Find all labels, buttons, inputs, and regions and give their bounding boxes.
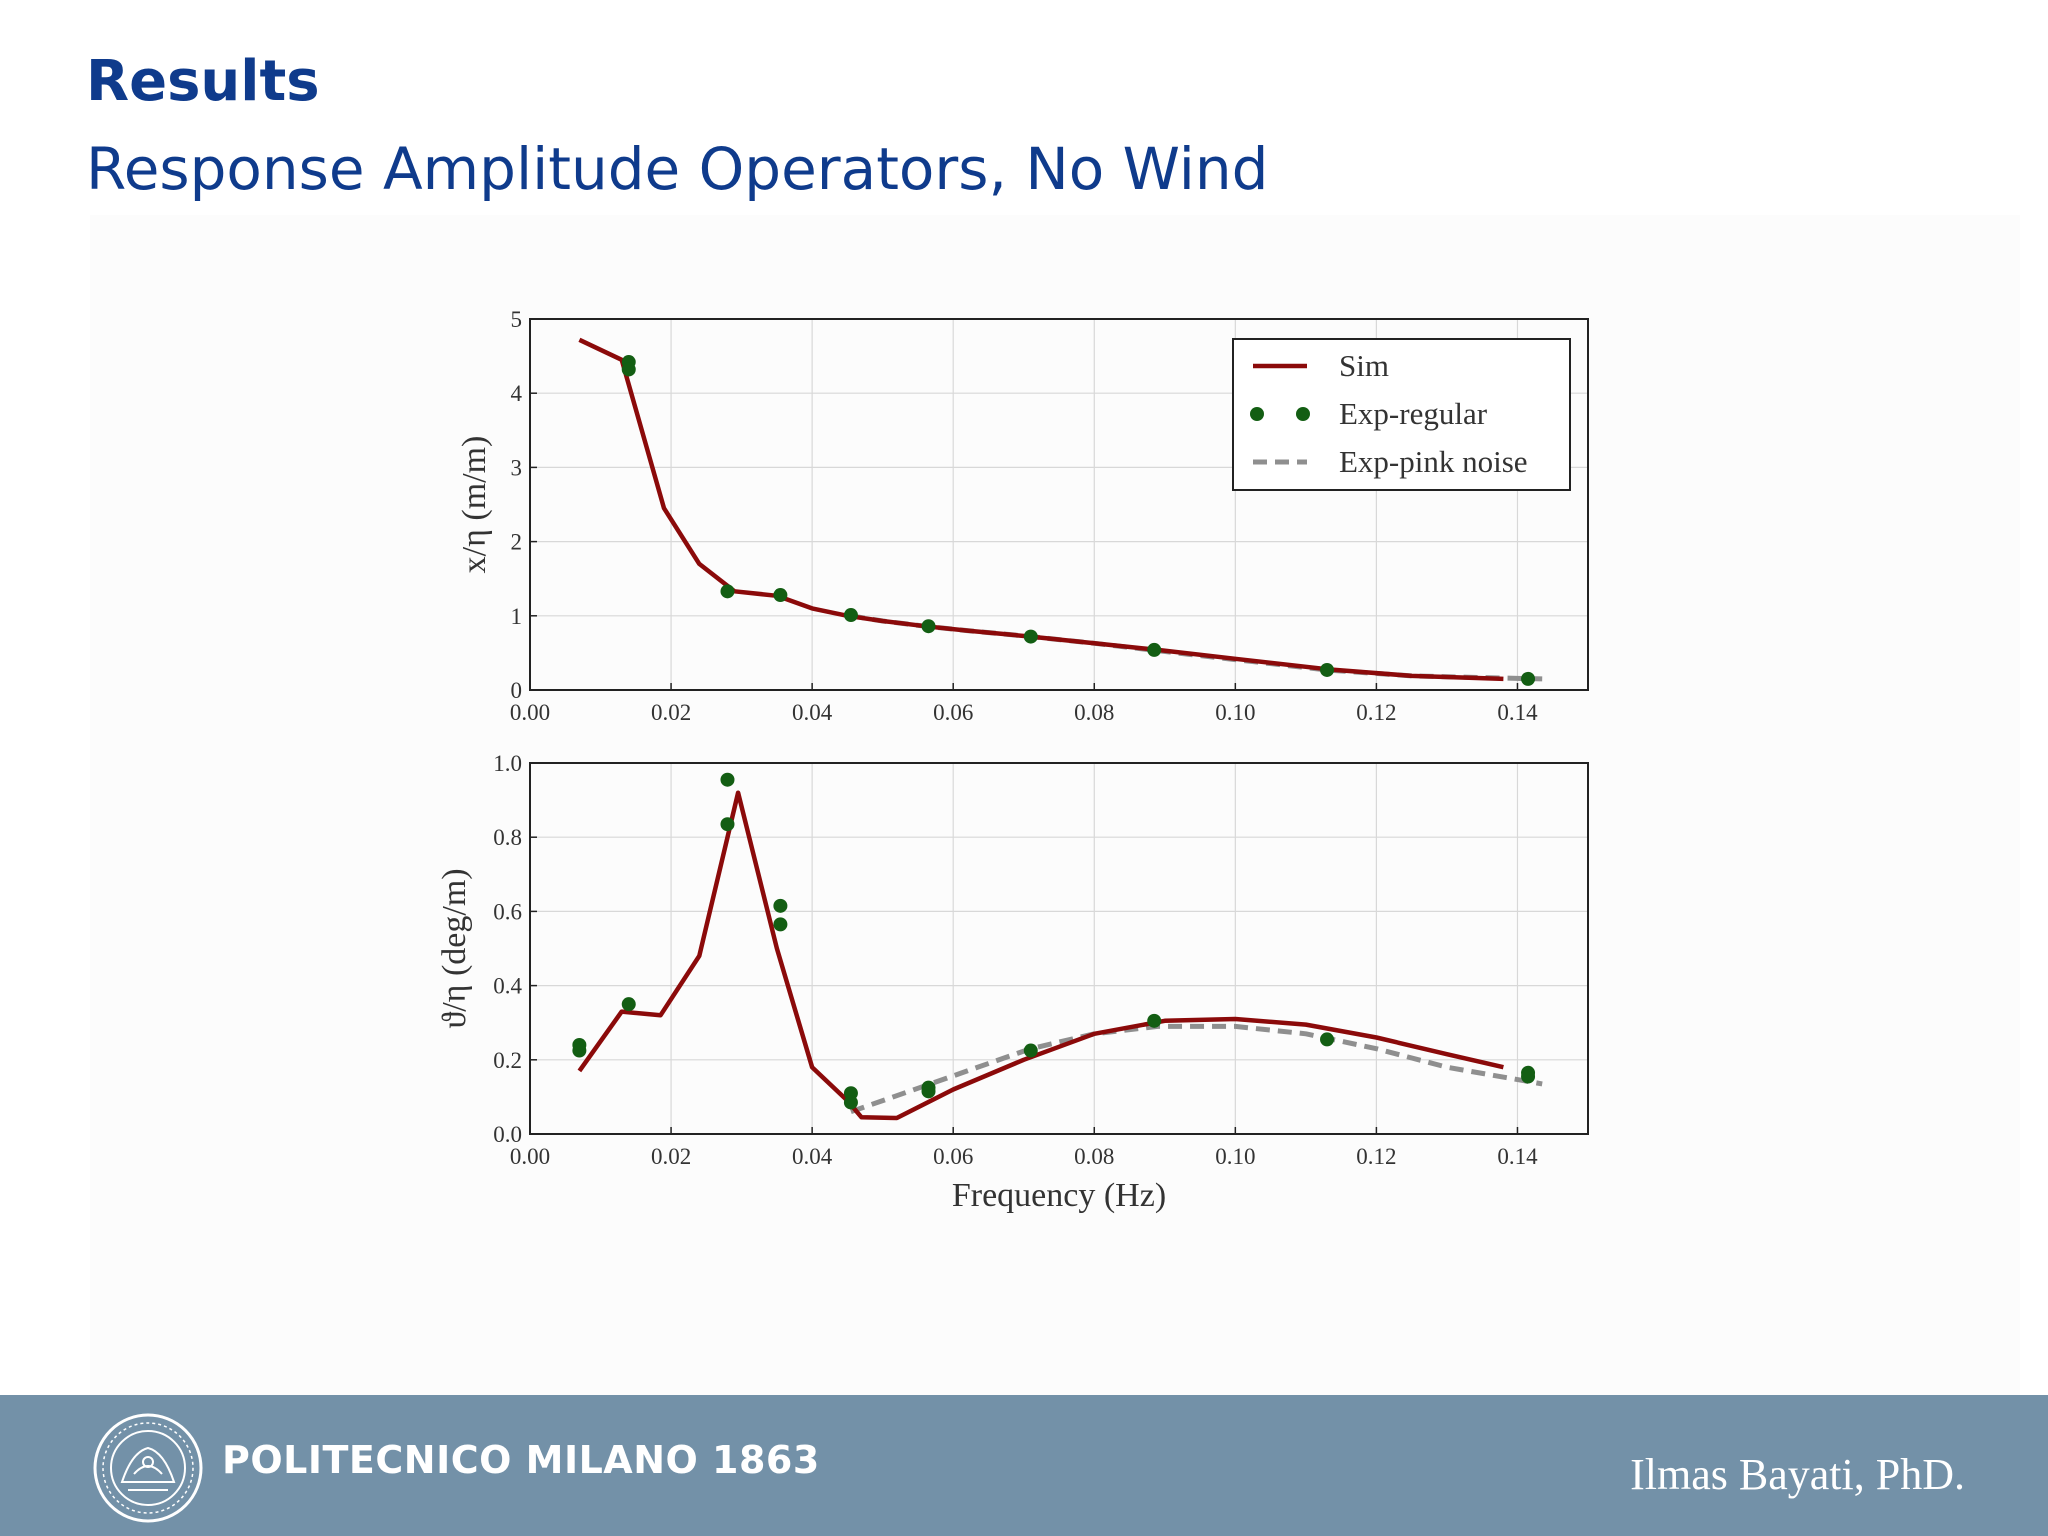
exp-regular-point bbox=[921, 619, 936, 634]
x-tick-label: 0.12 bbox=[1356, 1144, 1396, 1169]
chart-1: 0.00 0.02 0.04 0.06 0.08 0.10 0.12 0.14 0 1 2 3 4 5 x/… bbox=[456, 307, 1589, 725]
y-tick-label: 0.4 bbox=[493, 974, 522, 999]
exp-regular-point bbox=[1147, 1013, 1162, 1028]
x-tick-label: 0.06 bbox=[933, 1144, 973, 1169]
x-tick-label: 0.06 bbox=[933, 700, 973, 725]
y-tick-label: 4 bbox=[511, 381, 523, 406]
exp-regular-point bbox=[773, 917, 788, 932]
y-tick-label: 1 bbox=[511, 604, 523, 629]
x-axis-label: Frequency (Hz) bbox=[952, 1177, 1166, 1214]
exp-regular-point bbox=[843, 608, 858, 623]
y-tick-label: 2 bbox=[511, 530, 523, 555]
slide-subtitle: Response Amplitude Operators, No Wind bbox=[86, 135, 1269, 203]
x-tick-label: 0.02 bbox=[651, 1144, 691, 1169]
x-tick-label: 0.02 bbox=[651, 700, 691, 725]
y-tick-label: 0.8 bbox=[493, 825, 522, 850]
exp-regular-point bbox=[572, 1043, 587, 1058]
exp-regular-point bbox=[773, 588, 788, 603]
exp-regular-point bbox=[1023, 1043, 1038, 1058]
exp-regular-point bbox=[1320, 1032, 1335, 1047]
y-tick-label: 5 bbox=[511, 307, 523, 332]
exp-regular-point bbox=[1320, 662, 1335, 677]
plot-frame bbox=[529, 318, 1589, 691]
x-tick-label: 0.00 bbox=[510, 700, 550, 725]
exp-regular-point bbox=[1147, 642, 1162, 657]
plot-frame bbox=[529, 762, 1589, 1135]
sim-line bbox=[577, 790, 1504, 1121]
exp-pink-noise-line bbox=[850, 613, 1543, 682]
exp-regular-point bbox=[621, 362, 636, 377]
exp-regular-point bbox=[1521, 1069, 1536, 1084]
y-tick-label: 0.6 bbox=[493, 899, 522, 924]
exp-pink-noise-line bbox=[850, 1023, 1543, 1115]
exp-regular-point bbox=[1023, 629, 1038, 644]
y-tick-label: 3 bbox=[511, 455, 523, 480]
legend-label: Exp-pink noise bbox=[1339, 444, 1528, 479]
slide-title: Results bbox=[86, 49, 320, 114]
author-name: Ilmas Bayati, PhD. bbox=[1630, 1450, 1965, 1499]
rao-charts: 0.00 0.02 0.04 0.06 0.08 0.10 0.12 0.14 0 1 2 3 4 5 x/… bbox=[436, 307, 1589, 1214]
exp-regular-point bbox=[720, 772, 735, 787]
x-tick-label: 0.12 bbox=[1356, 700, 1396, 725]
legend-exp-regular-swatch bbox=[1250, 407, 1264, 421]
exp-regular-point bbox=[843, 1095, 858, 1110]
exp-regular-point bbox=[1521, 671, 1536, 686]
x-tick-label: 0.10 bbox=[1215, 700, 1255, 725]
legend-label: Sim bbox=[1339, 348, 1389, 383]
legend-label: Exp-regular bbox=[1339, 396, 1488, 431]
y-tick-label: 1.0 bbox=[493, 751, 522, 776]
legend: Sim Exp-regular Exp-pink noise bbox=[1232, 338, 1571, 491]
x-tick-label: 0.04 bbox=[792, 700, 833, 725]
exp-regular-point bbox=[773, 898, 788, 913]
x-tick-label: 0.14 bbox=[1497, 700, 1538, 725]
y-tick-label: 0.0 bbox=[493, 1122, 522, 1147]
y-axis-label: x/η (m/m) bbox=[456, 436, 493, 574]
x-tick-label: 0.10 bbox=[1215, 1144, 1255, 1169]
legend-exp-regular-swatch bbox=[1296, 407, 1310, 421]
exp-regular-point bbox=[720, 817, 735, 832]
y-tick-label: 0.2 bbox=[493, 1048, 522, 1073]
university-seal-logo bbox=[93, 1413, 203, 1523]
figure-panel: 0.00 0.02 0.04 0.06 0.08 0.10 0.12 0.14 0 1 2 3 4 5 x/… bbox=[90, 215, 2020, 1395]
exp-regular-point bbox=[720, 584, 735, 599]
chart-2: 0.00 0.02 0.04 0.06 0.08 0.10 0.12 0.14 0.0 0.2 0.… bbox=[436, 751, 1589, 1214]
y-axis-label: ϑ/η (deg/m) bbox=[436, 868, 473, 1028]
footer-bar: POLITECNICO MILANO 1863 Ilmas Bayati, Ph… bbox=[0, 1395, 2048, 1536]
institution-name: POLITECNICO MILANO 1863 bbox=[222, 1438, 820, 1482]
exp-regular-point bbox=[921, 1084, 936, 1099]
x-tick-label: 0.14 bbox=[1497, 1144, 1538, 1169]
y-tick-label: 0 bbox=[511, 678, 523, 703]
x-tick-label: 0.08 bbox=[1074, 1144, 1114, 1169]
x-tick-label: 0.00 bbox=[510, 1144, 550, 1169]
exp-regular-point bbox=[621, 997, 636, 1012]
x-tick-label: 0.04 bbox=[792, 1144, 833, 1169]
sim-line bbox=[578, 337, 1504, 682]
x-tick-label: 0.08 bbox=[1074, 700, 1114, 725]
